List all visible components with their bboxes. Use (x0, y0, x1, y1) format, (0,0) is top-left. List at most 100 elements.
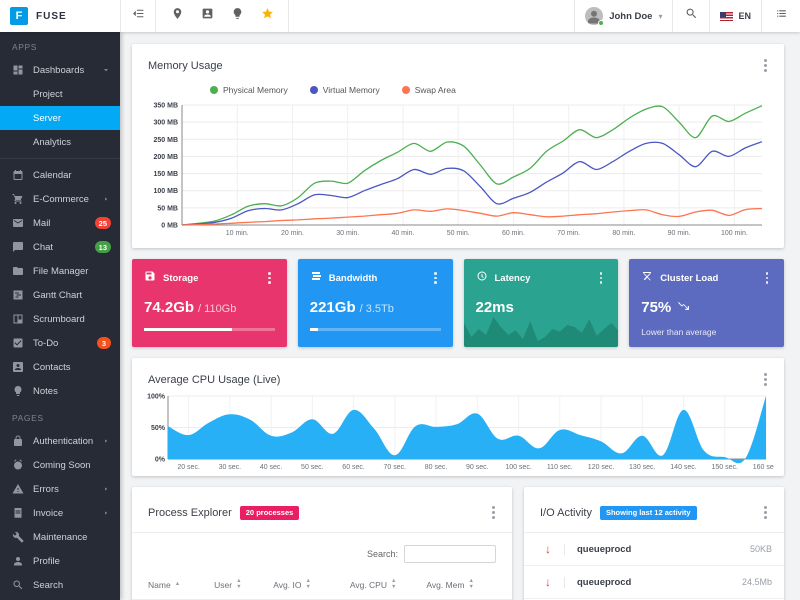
svg-text:100%: 100% (147, 394, 166, 401)
column-header-avg-mem[interactable]: Avg. Mem ▲ ▼ (426, 578, 496, 590)
sidebar-item-label: Calendar (33, 169, 72, 181)
sidebar-item-scrumboard[interactable]: Scrumboard (0, 307, 120, 331)
navbar-toggle-button[interactable] (121, 0, 155, 32)
sidebar-item-invoice[interactable]: Invoice (0, 501, 120, 525)
svg-text:40 sec.: 40 sec. (260, 464, 283, 471)
column-label: Avg. CPU (349, 579, 387, 590)
sidebar-item-chat[interactable]: Chat 13 (0, 235, 120, 259)
sidebar-item-profile[interactable]: Profile (0, 549, 120, 573)
sidebar-item-authentication[interactable]: Authentication (0, 429, 120, 453)
search-button[interactable] (673, 0, 709, 32)
download-arrow-icon: ↓ (545, 542, 551, 556)
svg-text:80 sec.: 80 sec. (425, 464, 448, 471)
board-icon (12, 313, 24, 325)
quick-panel-icon (775, 7, 788, 25)
shortcut-location-button[interactable] (162, 0, 192, 32)
shortcut-notes-button[interactable] (222, 0, 252, 32)
app-logo[interactable]: F FUSE (0, 0, 120, 32)
io-activity-row[interactable]: ↓ queueprocd 24.5Mb (524, 566, 784, 599)
badge-to-do: 3 (97, 337, 111, 349)
quick-panel-button[interactable] (762, 0, 800, 32)
legend-item-swap-area[interactable]: Swap Area (401, 85, 456, 95)
cluster-load-title: Cluster Load (660, 272, 719, 284)
online-status-dot (598, 20, 605, 26)
divider (120, 0, 121, 32)
memory-usage-menu-button[interactable] (759, 56, 772, 75)
cpu-usage-title: Average CPU Usage (Live) (148, 373, 281, 386)
dashboard-icon (12, 64, 24, 76)
svg-text:110 sec.: 110 sec. (547, 464, 573, 471)
svg-text:120 sec.: 120 sec. (588, 464, 615, 471)
legend-item-physical-memory[interactable]: Physical Memory (210, 85, 288, 95)
person-icon (12, 555, 24, 567)
divider (761, 0, 762, 32)
svg-text:50%: 50% (151, 425, 166, 432)
main-content: Memory Usage Physical Memory Virtual Memo… (120, 32, 800, 600)
io-size: 24.5Mb (741, 577, 772, 587)
column-header-user[interactable]: User ▲ ▼ (214, 578, 273, 590)
sidebar-item-gantt-chart[interactable]: Gantt Chart (0, 283, 120, 307)
sidebar-item-calendar[interactable]: Calendar (0, 163, 120, 187)
sidebar-item-to-do[interactable]: To-Do 3 (0, 331, 120, 355)
column-header-avg-io[interactable]: Avg. IO ▲ ▼ (273, 578, 350, 590)
star-icon (261, 7, 274, 25)
legend-item-virtual-memory[interactable]: Virtual Memory (309, 85, 380, 95)
receipt-icon (12, 507, 24, 519)
sort-asc-icon: ▲ (174, 580, 181, 587)
divider (709, 0, 711, 32)
process-explorer-card: Process Explorer 20 processes Search: Na… (132, 487, 512, 600)
io-process-name: queueprocd (564, 543, 631, 555)
cpu-usage-menu-button[interactable] (759, 370, 772, 389)
sidebar-item-server[interactable]: Server (0, 106, 120, 130)
sidebar-item-maintenance[interactable]: Maintenance (0, 525, 120, 549)
process-count-badge: 20 processes (239, 505, 300, 520)
shortcut-favorites-button[interactable] (252, 0, 282, 32)
clock-icon (476, 269, 488, 287)
svg-text:50 MB: 50 MB (157, 205, 178, 212)
bottom-row: Process Explorer 20 processes Search: Na… (132, 487, 784, 600)
badge-chat: 13 (94, 241, 111, 253)
svg-text:30 sec.: 30 sec. (219, 464, 242, 471)
user-menu-button[interactable]: John Doe ▾ (575, 0, 672, 32)
sidebar-item-label: Chat (33, 241, 54, 253)
sidebar-item-label: Authentication (33, 435, 94, 447)
svg-text:350 MB: 350 MB (153, 103, 178, 110)
sidebar-item-search[interactable]: Search (0, 573, 120, 597)
sidebar-item-dashboards[interactable]: Dashboards (0, 58, 120, 82)
sidebar-item-mail[interactable]: Mail 25 (0, 211, 120, 235)
process-explorer-title: Process Explorer (148, 506, 232, 519)
latency-menu-button[interactable] (596, 270, 607, 286)
sidebar-item-file-manager[interactable]: File Manager (0, 259, 120, 283)
io-activity-row[interactable]: ↓ queueprocd 50KB (524, 533, 784, 566)
language-selector[interactable]: EN (710, 0, 761, 32)
language-code: EN (738, 11, 751, 21)
contacts-icon (12, 361, 24, 373)
contact-card-icon (201, 7, 214, 25)
nav-section-label-pages: PAGES (12, 413, 44, 423)
sidebar-item-label: Errors (33, 483, 59, 495)
process-explorer-menu-button[interactable] (487, 503, 500, 522)
sidebar-item-label: Invoice (33, 507, 64, 519)
sidebar-item-notes[interactable]: Notes (0, 379, 120, 403)
cluster-load-menu-button[interactable] (762, 270, 773, 286)
column-header-avg-cpu[interactable]: Avg. CPU ▲ ▼ (349, 578, 427, 590)
sidebar-item-analytics[interactable]: Analytics (0, 130, 120, 154)
column-header-name[interactable]: Name ▲ (148, 579, 214, 590)
io-activity-menu-button[interactable] (759, 503, 772, 522)
mail-icon (12, 217, 24, 229)
user-name: John Doe (609, 10, 653, 22)
sidebar-item-e-commerce[interactable]: E-Commerce (0, 187, 120, 211)
bandwidth-menu-button[interactable] (430, 270, 441, 286)
svg-text:100 MB: 100 MB (153, 188, 178, 195)
sidebar-item-coming-soon[interactable]: Coming Soon (0, 453, 120, 477)
sidebar-item-errors[interactable]: Errors (0, 477, 120, 501)
sidebar-item-label: To-Do (33, 337, 59, 349)
location-pin-icon (171, 7, 184, 25)
search-label: Search: (366, 549, 398, 559)
shortcut-contacts-button[interactable] (192, 0, 222, 32)
process-table-header: Name ▲ User ▲ ▼ Avg. IO ▲ ▼ Avg. CPU ▲ ▼ Avg. Mem ▲ ▼ (132, 573, 512, 600)
process-search-input[interactable] (404, 545, 496, 563)
sidebar-item-project[interactable]: Project (0, 82, 120, 106)
storage-menu-button[interactable] (264, 270, 275, 286)
sidebar-item-contacts[interactable]: Contacts (0, 355, 120, 379)
